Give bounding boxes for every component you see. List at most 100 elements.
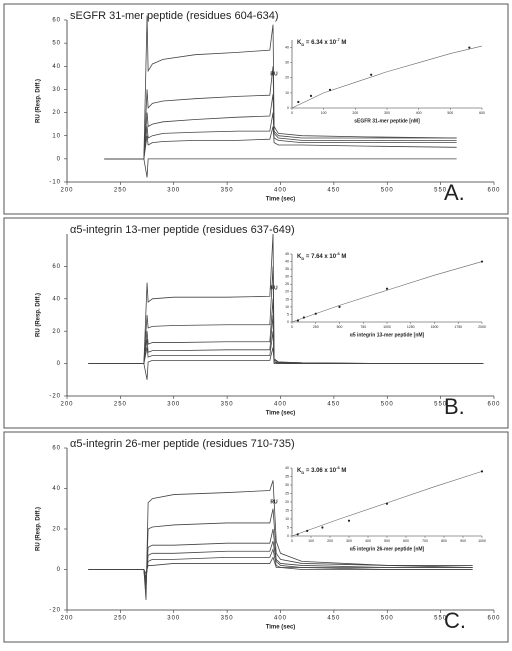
x-tick-label: 600 <box>487 616 500 622</box>
kd-part: = 3.06 x 10 <box>304 468 337 474</box>
inset-y-tick-label: 40 <box>285 259 289 263</box>
inset-x-tick-label: 200 <box>352 111 358 115</box>
inset-y-tick-label: 15 <box>285 297 289 301</box>
kd-part: D <box>301 470 304 475</box>
inset-y-tick-label: 30 <box>285 275 289 279</box>
data-point <box>321 526 324 529</box>
inset-y-tick-label: 30 <box>285 483 289 487</box>
inset-y-tick-label: 45 <box>285 252 289 256</box>
x-tick-label: 500 <box>381 188 394 194</box>
x-tick-label: 550 <box>434 402 447 408</box>
x-tick-label: 500 <box>381 402 394 408</box>
inset-x-tick-label: 0 <box>291 539 293 543</box>
kd-part: -6 <box>336 465 340 470</box>
inset-x-tick-label: 1500 <box>431 325 439 329</box>
x-axis-label: Time (sec) <box>266 625 296 631</box>
x-axis-label: Time (sec) <box>266 411 296 417</box>
inset-x-axis-label: α5 integrin 26-mer peptide [nM] <box>350 546 425 552</box>
x-tick-label: 400 <box>274 188 287 194</box>
inset-x-tick-label: 600 <box>479 111 485 115</box>
inset-x-axis-label: sEGFR 31-mer peptide [nM] <box>354 118 420 124</box>
x-tick-label: 200 <box>60 616 73 622</box>
x-axis-label: Time (sec) <box>266 197 296 203</box>
inset-x-tick-label: 400 <box>416 111 422 115</box>
data-point <box>302 316 305 319</box>
fit-line <box>291 261 483 323</box>
kd-part: = 7.64 x 10 <box>304 254 337 260</box>
sensorgram-line <box>104 126 457 160</box>
data-point <box>338 305 341 308</box>
x-tick-label: 450 <box>327 188 340 194</box>
y-tick-label: -20 <box>49 394 61 400</box>
sensorgram-line <box>88 347 484 380</box>
panel-title: α5-integrin 13-mer peptide (residues 637… <box>70 224 295 236</box>
x-tick-label: 250 <box>114 188 127 194</box>
x-tick-label: 350 <box>221 402 234 408</box>
y-tick-label: 0 <box>57 567 61 573</box>
y-tick-label: -10 <box>49 180 61 186</box>
kd-part: -7 <box>336 37 340 42</box>
x-tick-label: 250 <box>114 402 127 408</box>
inset-y-axis-label: RU <box>270 499 278 505</box>
panel-label: B. <box>444 394 465 419</box>
inset-x-tick-label: 300 <box>346 539 352 543</box>
y-tick-label: 40 <box>52 296 61 302</box>
inset-y-tick-label: 0 <box>287 320 289 324</box>
panel-label: C. <box>444 608 466 633</box>
x-tick-label: 350 <box>221 616 234 622</box>
y-tick-label: 20 <box>52 527 61 533</box>
inset-y-tick-label: 10 <box>285 305 289 309</box>
kd-part: M <box>340 468 347 474</box>
x-tick-label: 450 <box>327 616 340 622</box>
y-tick-label: 10 <box>52 133 61 139</box>
kd-annotation: KD = 3.06 x 10-6 M <box>297 465 346 475</box>
data-point <box>347 519 351 522</box>
kd-part: D <box>301 42 304 47</box>
panel-title: α5-integrin 26-mer peptide (residues 710… <box>70 438 295 450</box>
sensorgram-line <box>104 94 457 160</box>
y-tick-label: 60 <box>52 18 61 24</box>
data-point <box>296 533 299 536</box>
panel-frame <box>3 3 509 215</box>
y-axis-label: RU (Resp. Diff.) <box>36 79 42 123</box>
y-tick-label: 20 <box>52 110 61 116</box>
x-tick-label: 500 <box>381 616 394 622</box>
x-tick-label: 550 <box>434 188 447 194</box>
inset-y-tick-label: 25 <box>285 491 289 495</box>
data-point <box>306 529 309 532</box>
x-tick-label: 600 <box>487 402 500 408</box>
panel: 200 250 300 350 400 450 500 550 600-200204060Tim… <box>3 431 509 643</box>
y-tick-label: 50 <box>52 41 61 47</box>
sensorgram-line <box>104 15 457 160</box>
kd-part: M <box>340 254 347 260</box>
data-point <box>296 319 300 322</box>
inset-x-tick-label: 800 <box>441 539 447 543</box>
x-tick-label: 200 <box>60 188 73 194</box>
x-tick-label: 300 <box>167 616 180 622</box>
data-point <box>370 73 373 76</box>
inset-y-tick-label: 40 <box>285 466 289 470</box>
x-tick-label: 550 <box>434 616 447 622</box>
y-tick-label: 60 <box>52 446 61 452</box>
inset-x-tick-label: 2000 <box>478 325 486 329</box>
inset-x-tick-label: 0 <box>291 325 293 329</box>
kd-part: M <box>340 40 347 46</box>
inset-y-tick-label: 35 <box>285 474 289 478</box>
inset-y-tick-label: 40 <box>285 45 289 49</box>
sensorgram-line <box>104 66 457 160</box>
inset-x-tick-label: 1250 <box>407 325 415 329</box>
y-tick-label: 0 <box>57 361 61 367</box>
y-tick-label: 30 <box>52 87 61 93</box>
inset-y-tick-label: 10 <box>285 91 289 95</box>
panel-label: A. <box>444 180 465 205</box>
inset-x-tick-label: 750 <box>360 325 366 329</box>
inset-x-axis-label: α5 integrin 13-mer peptide [nM] <box>350 332 425 338</box>
inset-y-tick-label: 30 <box>285 61 289 65</box>
sensorgram-line <box>88 547 473 578</box>
inset-x-tick-label: 100 <box>321 111 327 115</box>
y-axis-label: RU (Resp. Diff.) <box>36 507 42 551</box>
inset-y-tick-label: 15 <box>285 508 289 512</box>
inset-y-tick-label: 25 <box>285 282 289 286</box>
